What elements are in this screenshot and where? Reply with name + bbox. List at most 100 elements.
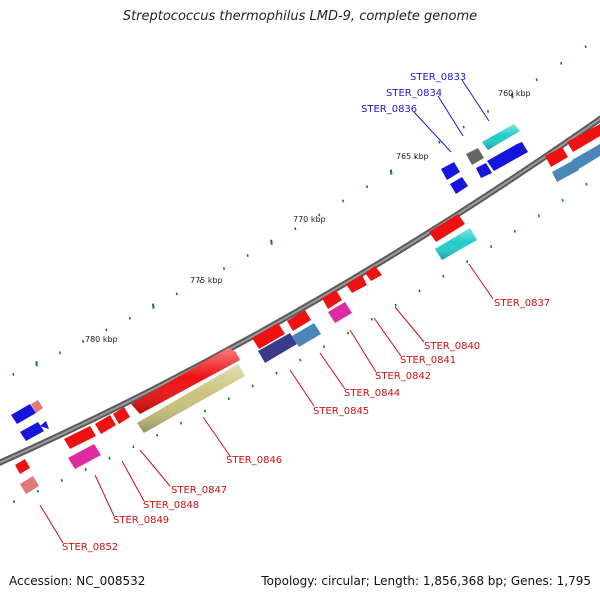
minor-tick bbox=[222, 267, 226, 270]
gene-ster-0837-red[interactable] bbox=[429, 214, 465, 242]
minor-tick bbox=[36, 489, 40, 493]
minor-tick bbox=[535, 78, 538, 82]
minor-tick bbox=[486, 110, 490, 113]
minor-tick bbox=[180, 421, 183, 425]
gene-ster-0841-red[interactable] bbox=[346, 275, 367, 293]
minor-tick bbox=[490, 245, 493, 248]
gene-shade bbox=[435, 228, 477, 260]
genome-summary-text: Topology: circular; Length: 1,856,368 bp… bbox=[261, 574, 591, 588]
gene-blue-1[interactable] bbox=[487, 142, 528, 171]
minor-tick bbox=[414, 155, 417, 159]
minor-tick bbox=[561, 198, 564, 202]
minor-tick bbox=[199, 279, 202, 283]
minor-tick bbox=[275, 371, 278, 375]
minor-tick bbox=[442, 274, 445, 278]
minor-tick bbox=[585, 182, 588, 186]
minor-tick bbox=[299, 358, 302, 362]
gene-label-ster-0836[interactable]: STER_0836 bbox=[361, 104, 417, 115]
gene-label-ster-0846[interactable]: STER_0846 bbox=[226, 455, 282, 466]
gene-blue-2[interactable] bbox=[450, 177, 468, 194]
gene-shade bbox=[137, 364, 245, 433]
minor-tick bbox=[466, 260, 469, 263]
scale-label-765: 765 kbp bbox=[396, 152, 429, 161]
minor-tick bbox=[251, 384, 254, 388]
minor-tick bbox=[13, 500, 16, 504]
gene-steel-760a[interactable] bbox=[552, 160, 579, 182]
gene-blue-780c[interactable] bbox=[40, 421, 49, 429]
accession-text: Accession: NC_008532 bbox=[9, 574, 146, 588]
minor-tick bbox=[438, 140, 441, 144]
gene-label-ster-0833[interactable]: STER_0833 bbox=[410, 72, 466, 83]
gene-ster-0849-red[interactable] bbox=[64, 426, 96, 449]
gene-ster-0834[interactable] bbox=[466, 148, 484, 165]
gene-label-ster-0837[interactable]: STER_0837 bbox=[494, 298, 550, 309]
gene-label-ster-0847[interactable]: STER_0847 bbox=[171, 485, 227, 496]
minor-tick bbox=[513, 229, 516, 233]
gene-red-760a[interactable] bbox=[545, 147, 568, 167]
gene-label-ster-0844[interactable]: STER_0844 bbox=[344, 388, 400, 399]
reverse-genes bbox=[20, 228, 477, 494]
gene-blue-780b[interactable] bbox=[20, 422, 44, 441]
minor-tick bbox=[294, 227, 297, 231]
scale-label-780: 780 kbp bbox=[85, 335, 118, 344]
gene-ster-0845-red[interactable] bbox=[252, 323, 285, 349]
gene-label-ster-0852[interactable]: STER_0852 bbox=[62, 542, 118, 553]
backbone bbox=[0, 115, 600, 466]
gene-label-ster-0842[interactable]: STER_0842 bbox=[375, 371, 431, 382]
gene-ster-0840-red[interactable] bbox=[365, 266, 382, 281]
minor-tick bbox=[203, 409, 206, 413]
minor-tick bbox=[346, 331, 350, 335]
gene-ster-0847-red[interactable] bbox=[113, 407, 130, 424]
minor-tick bbox=[60, 479, 63, 482]
minor-tick bbox=[318, 213, 321, 217]
gene-shade bbox=[131, 348, 240, 414]
gene-label-ster-0848[interactable]: STER_0848 bbox=[143, 500, 199, 511]
gene-label-ster-0834[interactable]: STER_0834 bbox=[386, 88, 442, 99]
gene-ster-0836[interactable] bbox=[441, 162, 460, 180]
scale-label-775: 775 kbp bbox=[190, 276, 223, 285]
minor-tick bbox=[537, 214, 540, 218]
gene-ster-0844-red[interactable] bbox=[287, 310, 311, 331]
minor-tick bbox=[418, 289, 421, 293]
minor-tick bbox=[394, 303, 397, 307]
minor-tick bbox=[560, 61, 563, 65]
gene-ster-0842-magenta[interactable] bbox=[328, 302, 352, 323]
gene-label-ster-0841[interactable]: STER_0841 bbox=[400, 355, 456, 366]
gene-ster-0852-red[interactable] bbox=[15, 459, 30, 474]
gene-salmon-780[interactable] bbox=[31, 400, 43, 413]
minor-tick bbox=[156, 433, 159, 437]
minor-tick bbox=[132, 445, 135, 449]
gene-ster-0848-red[interactable] bbox=[95, 415, 116, 434]
major-tick bbox=[270, 239, 273, 245]
minor-tick bbox=[462, 125, 465, 129]
minor-tick bbox=[82, 340, 85, 343]
gene-blue-3[interactable] bbox=[476, 163, 492, 178]
gene-label-ster-0845[interactable]: STER_0845 bbox=[313, 406, 369, 417]
minor-tick bbox=[246, 254, 249, 257]
gene-label-ster-0849[interactable]: STER_0849 bbox=[113, 515, 169, 526]
scale-label-760: 760 kbp bbox=[498, 89, 531, 98]
minor-tick bbox=[128, 316, 131, 320]
callout-lines bbox=[39, 79, 494, 544]
minor-tick bbox=[58, 351, 61, 355]
minor-tick bbox=[370, 317, 373, 321]
gene-ster-0842-red[interactable] bbox=[322, 290, 342, 309]
gene-red-760b[interactable] bbox=[567, 124, 600, 152]
minor-tick bbox=[227, 397, 230, 401]
gene-label-ster-0840[interactable]: STER_0840 bbox=[424, 341, 480, 352]
map-title: Streptococcus thermophilus LMD-9, comple… bbox=[122, 9, 478, 24]
gene-ster-0849-magenta[interactable] bbox=[68, 444, 101, 469]
gene-steel-760b[interactable] bbox=[572, 144, 600, 170]
gene-shade bbox=[482, 124, 520, 150]
major-tick bbox=[511, 93, 514, 99]
major-tick bbox=[35, 361, 38, 367]
gene-blue-780a[interactable] bbox=[11, 404, 36, 424]
major-tick bbox=[389, 169, 393, 175]
minor-tick bbox=[175, 292, 178, 296]
minor-tick bbox=[342, 199, 345, 203]
gene-ster-0852-salmon[interactable] bbox=[20, 476, 39, 494]
minor-tick bbox=[108, 456, 111, 460]
gene-ster-0844-steel[interactable] bbox=[292, 323, 321, 347]
gene-ster-0845-navy[interactable] bbox=[258, 333, 297, 363]
